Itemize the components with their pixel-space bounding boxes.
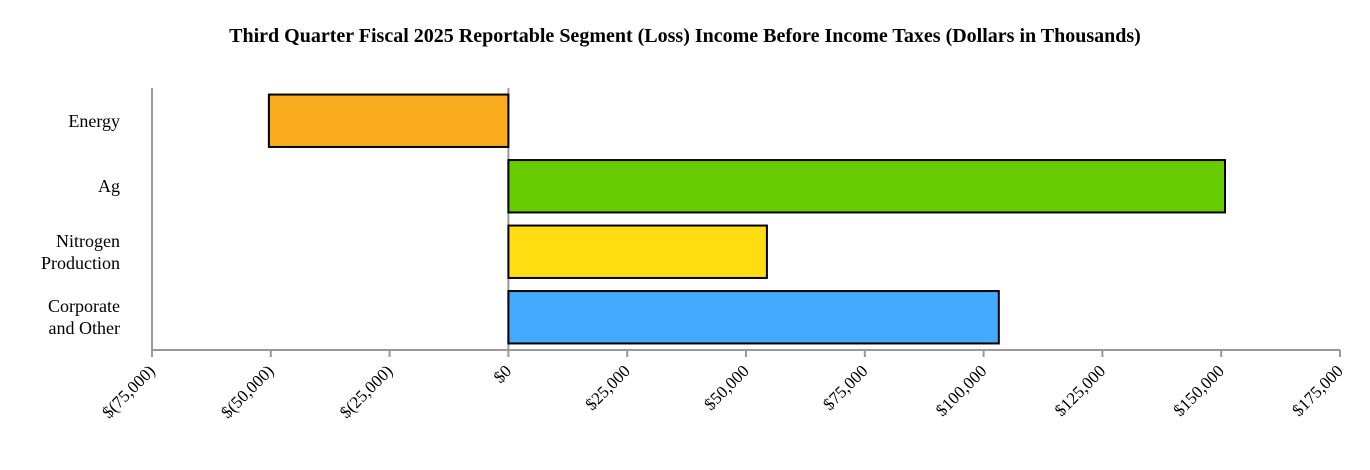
x-tick-label: $(25,000) <box>336 361 397 422</box>
x-tick-label: $100,000 <box>932 361 991 420</box>
bar <box>267 93 510 148</box>
x-tick-label: $175,000 <box>1288 361 1347 420</box>
bar <box>507 290 1000 345</box>
x-tick-label: $0 <box>490 361 515 386</box>
x-tick-label: $(75,000) <box>98 361 159 422</box>
y-tick-label: Nitrogen Production <box>41 230 120 273</box>
x-tick-label: $25,000 <box>582 361 635 414</box>
y-tick-label: Corporate and Other <box>48 296 120 339</box>
x-tick-label: $(50,000) <box>217 361 278 422</box>
bar <box>507 159 1227 214</box>
chart-title: Third Quarter Fiscal 2025 Reportable Seg… <box>229 25 1141 47</box>
bar <box>507 224 768 279</box>
y-tick-label: Energy <box>68 110 120 131</box>
y-tick-label: Ag <box>98 176 120 197</box>
x-tick-label: $150,000 <box>1170 361 1229 420</box>
x-tick-label: $75,000 <box>819 361 872 414</box>
x-tick-label: $125,000 <box>1051 361 1110 420</box>
x-tick-label: $50,000 <box>700 361 753 414</box>
